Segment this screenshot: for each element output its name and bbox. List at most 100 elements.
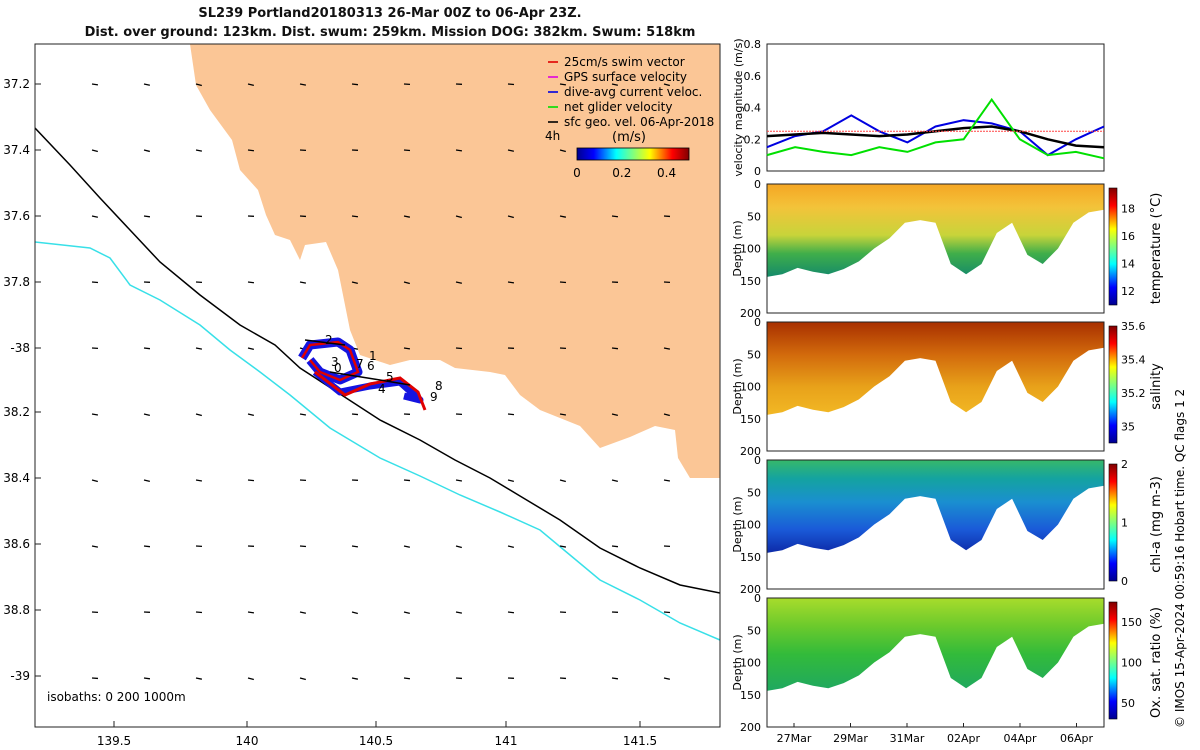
depth-tick-label: 150: [740, 689, 761, 702]
velocity-arrow: [455, 611, 463, 614]
depth-tick-label: 150: [740, 413, 761, 426]
time-tick-label: 27Mar: [777, 732, 812, 745]
velocity-arrow: [455, 479, 463, 482]
colorbar-tick-label: 0: [1121, 575, 1128, 588]
map-x-tick-label: 140.5: [359, 734, 393, 748]
depth-ylabel: Depth (m): [731, 220, 744, 276]
velocity-arrow: [611, 545, 619, 548]
velocity-arrow: [351, 677, 359, 680]
colorbar-label: salinity: [1149, 363, 1164, 410]
isobaths-label: isobaths: 0 200 1000m: [47, 690, 186, 704]
velocity-arrow: [299, 281, 307, 284]
velocity-arrow: [455, 149, 463, 152]
velocity-arrow: [247, 149, 255, 152]
figure-title-line1: SL239 Portland20180313 26-Mar 00Z to 06-…: [198, 6, 582, 21]
map-y-tick-label: 38.6: [3, 537, 30, 551]
velocity-axes: [766, 43, 1105, 172]
waypoint-label: 0: [334, 361, 342, 375]
velocity-arrow: [351, 413, 359, 416]
velocity-y-tick-label: 0: [754, 165, 761, 178]
velocity-arrow: [663, 83, 670, 87]
colorbar-tick-label: 35: [1121, 420, 1135, 433]
colorbar-oxygen: [1108, 601, 1118, 720]
colorbar-chl-a: [1108, 463, 1118, 582]
colorbar-unit-label: (m/s): [612, 130, 646, 145]
velocity-arrow: [195, 413, 202, 417]
map-y-tick-label: -38: [10, 341, 30, 355]
velocity-arrow: [611, 215, 619, 218]
map-x-tick-label: 141.5: [623, 734, 657, 748]
profile-field-salinity: [767, 322, 1104, 415]
velocity-y-tick-label: 0.6: [744, 70, 762, 83]
velocity-arrow: [91, 413, 99, 416]
velocity-arrow: [299, 413, 307, 416]
velocity-arrow: [247, 677, 254, 681]
velocity-arrow: [455, 347, 463, 350]
velocity-arrow: [559, 215, 567, 218]
velocity-arrow: [507, 545, 514, 549]
map-x-tick-label: 141: [495, 734, 518, 748]
legend-item-label: GPS surface velocity: [564, 70, 687, 84]
waypoint-label: 4: [378, 382, 386, 396]
depth-tick-label: 50: [747, 210, 761, 223]
velocity-arrow: [507, 215, 514, 219]
velocity-arrow: [91, 479, 98, 483]
panel-frame: [766, 597, 1105, 728]
velocity-y-tick-label: 0.4: [744, 102, 762, 115]
time-tick-label: 06Apr: [1060, 732, 1094, 745]
waypoint-label: 3: [331, 355, 339, 369]
panel-frame: [766, 459, 1105, 590]
velocity-arrow: [143, 347, 151, 350]
velocity-arrow: [247, 611, 255, 614]
depth-tick-label: 100: [740, 519, 761, 532]
velocity-arrow: [559, 413, 567, 416]
time-tick-label: 02Apr: [947, 732, 981, 745]
depth-tick-label: 200: [740, 445, 761, 458]
colorbar-label: chl-a (mg m-3): [1149, 476, 1164, 573]
waypoint-label: 5: [386, 370, 394, 384]
velocity-arrow: [663, 677, 671, 680]
velocity-arrow: [663, 413, 670, 417]
velocity-arrow: [91, 545, 99, 548]
velocity-arrow: [143, 677, 151, 680]
credit-text: © IMOS 15-Apr-2024 00:59:16 Hobart time.…: [1173, 389, 1187, 728]
velocity-arrow: [507, 413, 515, 416]
profile-panel-temperature: 0 50 100 150 200 Depth (m) 12 14 16 18 temperature…: [731, 178, 1164, 320]
velocity-arrow: [559, 83, 567, 86]
colorbar-tick-label: 0.4: [657, 166, 676, 180]
velocity-y-tick-label: 0.8: [744, 38, 762, 51]
velocity-arrow: [299, 83, 307, 86]
depth-tick-label: 200: [740, 721, 761, 734]
velocity-arrow: [351, 611, 358, 615]
depth-tick-label: 150: [740, 551, 761, 564]
colorbar-label: Ox. sat. ratio (%): [1149, 607, 1164, 718]
velocity-arrow: [299, 677, 306, 681]
velocity-arrow: [351, 215, 359, 218]
waypoint-label: 6: [367, 359, 375, 373]
profile-panel-salinity: 0 50 100 150 200 Depth (m) 35 35.2 35.4 35.6 salin…: [731, 316, 1164, 458]
colorbar-tick-label: 1: [1121, 517, 1128, 530]
waypoint-label: 7: [356, 357, 364, 371]
velocity-arrow: [195, 149, 203, 152]
depth-tick-label: 100: [740, 243, 761, 256]
time-tick-label: 31Mar: [890, 732, 925, 745]
velocity-arrow: [247, 281, 255, 284]
velocity-arrow: [91, 215, 99, 218]
velocity-arrow: [403, 611, 410, 615]
velocity-y-tick-label: 0.2: [744, 133, 762, 146]
velocity-arrow: [143, 149, 150, 153]
velocity-arrow: [195, 347, 203, 350]
depth-tick-label: 0: [754, 178, 761, 191]
velocity-arrow: [247, 83, 254, 87]
time-tick-label: 29Mar: [833, 732, 868, 745]
velocity-arrow: [663, 479, 671, 482]
legend-item-label: net glider velocity: [564, 100, 672, 114]
velocity-arrow: [455, 215, 462, 219]
depth-tick-label: 50: [747, 486, 761, 499]
colorbar-salinity: [1108, 325, 1118, 444]
depth-tick-label: 50: [747, 624, 761, 637]
